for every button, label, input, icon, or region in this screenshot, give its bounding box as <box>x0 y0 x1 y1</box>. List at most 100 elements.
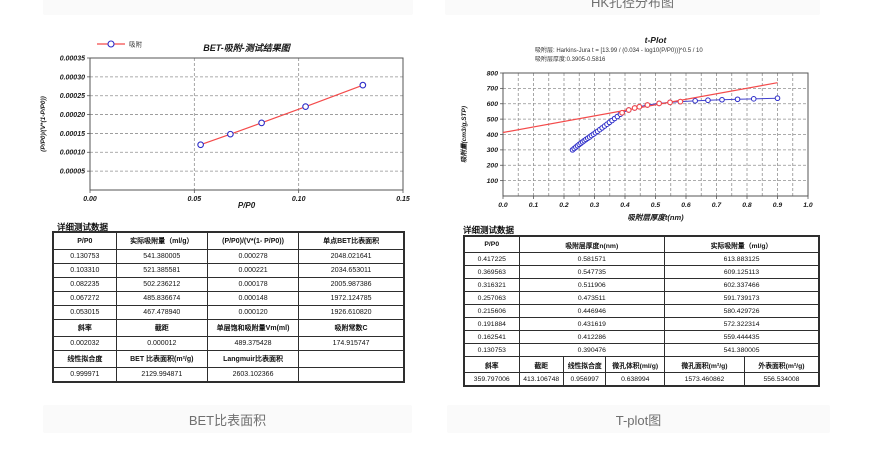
svg-text:0.00035: 0.00035 <box>60 55 85 62</box>
svg-text:0.6: 0.6 <box>681 202 691 209</box>
data-cell: 0.547735 <box>518 265 666 279</box>
data-cell: 602.337466 <box>664 278 820 292</box>
svg-text:0.10: 0.10 <box>292 196 306 203</box>
data-cell: 0.316321 <box>463 278 520 292</box>
svg-text:0.5: 0.5 <box>651 202 661 209</box>
table-row: 线性拟合度 BET 比表面积(m²/g) Langmuir比表面积 <box>52 350 405 368</box>
svg-text:100: 100 <box>487 178 499 185</box>
table-row: 0.130753 0.390476 541.380005 <box>463 343 820 357</box>
data-cell: 0.473511 <box>518 291 666 305</box>
data-cell: 1972.124785 <box>298 291 405 306</box>
svg-text:0.00015: 0.00015 <box>60 131 85 138</box>
tplot-chart: 100 200 300 400 500 600 700 800 0.0 0.1 0.2 0.3 0.4 0… <box>460 35 813 222</box>
data-cell: 613.883125 <box>664 252 820 266</box>
data-cell: 559.444435 <box>664 330 820 344</box>
bet-details-label: 详细测试数据 <box>57 222 109 232</box>
svg-text:吸附层厚度t(nm): 吸附层厚度t(nm) <box>627 213 684 222</box>
table-row: 0.053015 467.478940 0.000120 1926.610820 <box>52 305 405 320</box>
svg-text:0.00020: 0.00020 <box>60 112 85 119</box>
header-cell: 斜率 <box>52 319 117 337</box>
data-cell: 1926.610820 <box>298 305 405 320</box>
header-cell: 微孔体积(ml/g) <box>605 356 666 373</box>
svg-text:0.0: 0.0 <box>498 202 508 209</box>
data-cell: 413.106748 <box>518 372 564 387</box>
table-row: P/P0 吸附层厚度n(nm) 实际吸附量（ml/g） <box>463 235 820 253</box>
svg-text:BET-吸附-测试结果图: BET-吸附-测试结果图 <box>203 43 291 53</box>
data-cell: 489.375428 <box>206 336 300 351</box>
data-cell: 0.103310 <box>52 263 117 278</box>
data-cell: 485.836674 <box>115 291 208 306</box>
data-cell: 0.053015 <box>52 305 117 320</box>
data-cell: 0.999971 <box>52 367 117 383</box>
data-cell <box>298 367 405 383</box>
header-cell: P/P0 <box>52 231 117 250</box>
header-cell <box>298 350 405 368</box>
table-row: 斜率 截距 单层饱和吸附量Vm(ml) 吸附常数C <box>52 319 405 337</box>
bet-chart: 0.000050.000100.000150.000200.000250.000… <box>40 40 410 211</box>
svg-text:300: 300 <box>487 147 499 154</box>
data-cell: 2048.021641 <box>298 249 405 264</box>
data-cell: 0.956997 <box>562 372 607 387</box>
svg-text:0.3: 0.3 <box>590 202 600 209</box>
svg-text:400: 400 <box>486 132 499 139</box>
caption-text-bet: BET比表面积 <box>188 412 267 428</box>
data-cell: 0.000221 <box>206 263 300 278</box>
data-cell: 0.369563 <box>463 265 520 279</box>
header-cell: 线性拟合度 <box>562 356 607 373</box>
table-row: 0.002032 0.000012 489.375428 174.915747 <box>52 336 405 351</box>
svg-text:1.0: 1.0 <box>803 202 813 209</box>
data-cell: 0.000120 <box>206 305 300 320</box>
svg-text:500: 500 <box>487 116 499 123</box>
svg-text:0.00010: 0.00010 <box>60 150 85 157</box>
data-cell: 1573.460862 <box>664 372 745 387</box>
svg-text:0.15: 0.15 <box>396 196 410 203</box>
data-cell: 0.002032 <box>52 336 117 351</box>
data-cell: 0.000148 <box>206 291 300 306</box>
data-cell: 0.581571 <box>518 252 666 266</box>
data-cell: 0.446946 <box>518 304 666 318</box>
svg-text:0.00025: 0.00025 <box>60 93 85 100</box>
data-cell: 467.478940 <box>115 305 208 320</box>
data-cell: 0.130753 <box>463 343 520 357</box>
svg-text:700: 700 <box>487 86 499 93</box>
data-cell: 0.390476 <box>518 343 666 357</box>
table-row: 斜率 截距 线性拟合度 微孔体积(ml/g) 微孔面积(m²/g) 外表面积(m²/g) <box>463 356 820 373</box>
data-cell: 0.000012 <box>115 336 208 351</box>
tplot-data-table: P/P0 吸附层厚度n(nm) 实际吸附量（ml/g） 0.417225 0.58157… <box>463 235 820 387</box>
table-row: 0.103310 521.385581 0.000221 2034.653011 <box>52 263 405 278</box>
svg-text:0.05: 0.05 <box>188 196 202 203</box>
data-cell: 541.380005 <box>115 249 208 264</box>
header-cell: 单层饱和吸附量Vm(ml) <box>206 319 300 337</box>
caption-text-top-right: HK孔径分布图 <box>590 0 675 10</box>
data-cell: 2129.994871 <box>115 367 208 383</box>
table-row: 0.316321 0.511906 602.337466 <box>463 278 820 292</box>
data-cell: 502.236212 <box>115 277 208 292</box>
header-cell: 线性拟合度 <box>52 350 117 368</box>
table-row: 0.417225 0.581571 613.883125 <box>463 252 820 266</box>
data-cell: 2034.653011 <box>298 263 405 278</box>
header-cell: 吸附常数C <box>298 319 405 337</box>
data-cell: 0.412286 <box>518 330 666 344</box>
data-cell: 0.417225 <box>463 252 520 266</box>
svg-text:0.4: 0.4 <box>620 202 630 209</box>
table-row: 0.067272 485.836674 0.000148 1972.124785 <box>52 291 405 306</box>
data-cell: 0.638994 <box>605 372 666 387</box>
svg-text:200: 200 <box>486 163 499 170</box>
table-row: 0.257063 0.473511 591.739173 <box>463 291 820 305</box>
header-cell: 实际吸附量（ml/g） <box>664 235 820 253</box>
data-cell: 0.215606 <box>463 304 520 318</box>
svg-text:800: 800 <box>487 70 499 77</box>
tplot-details-label: 详细测试数据 <box>463 225 515 235</box>
data-cell: 591.739173 <box>664 291 820 305</box>
svg-text:t-Plot: t-Plot <box>645 35 668 45</box>
header-cell: BET 比表面积(m²/g) <box>115 350 208 368</box>
table-row: 0.130753 541.380005 0.000278 2048.021641 <box>52 249 405 264</box>
svg-text:0.2: 0.2 <box>559 202 569 209</box>
header-cell: Langmuir比表面积 <box>206 350 300 368</box>
table-row: 0.999971 2129.994871 2603.102366 <box>52 367 405 383</box>
data-cell: 2603.102366 <box>206 367 300 383</box>
header-cell: 斜率 <box>463 356 520 373</box>
data-cell: 0.130753 <box>52 249 117 264</box>
caption-bar-top-left <box>43 0 413 15</box>
header-cell: 微孔面积(m²/g) <box>664 356 745 373</box>
